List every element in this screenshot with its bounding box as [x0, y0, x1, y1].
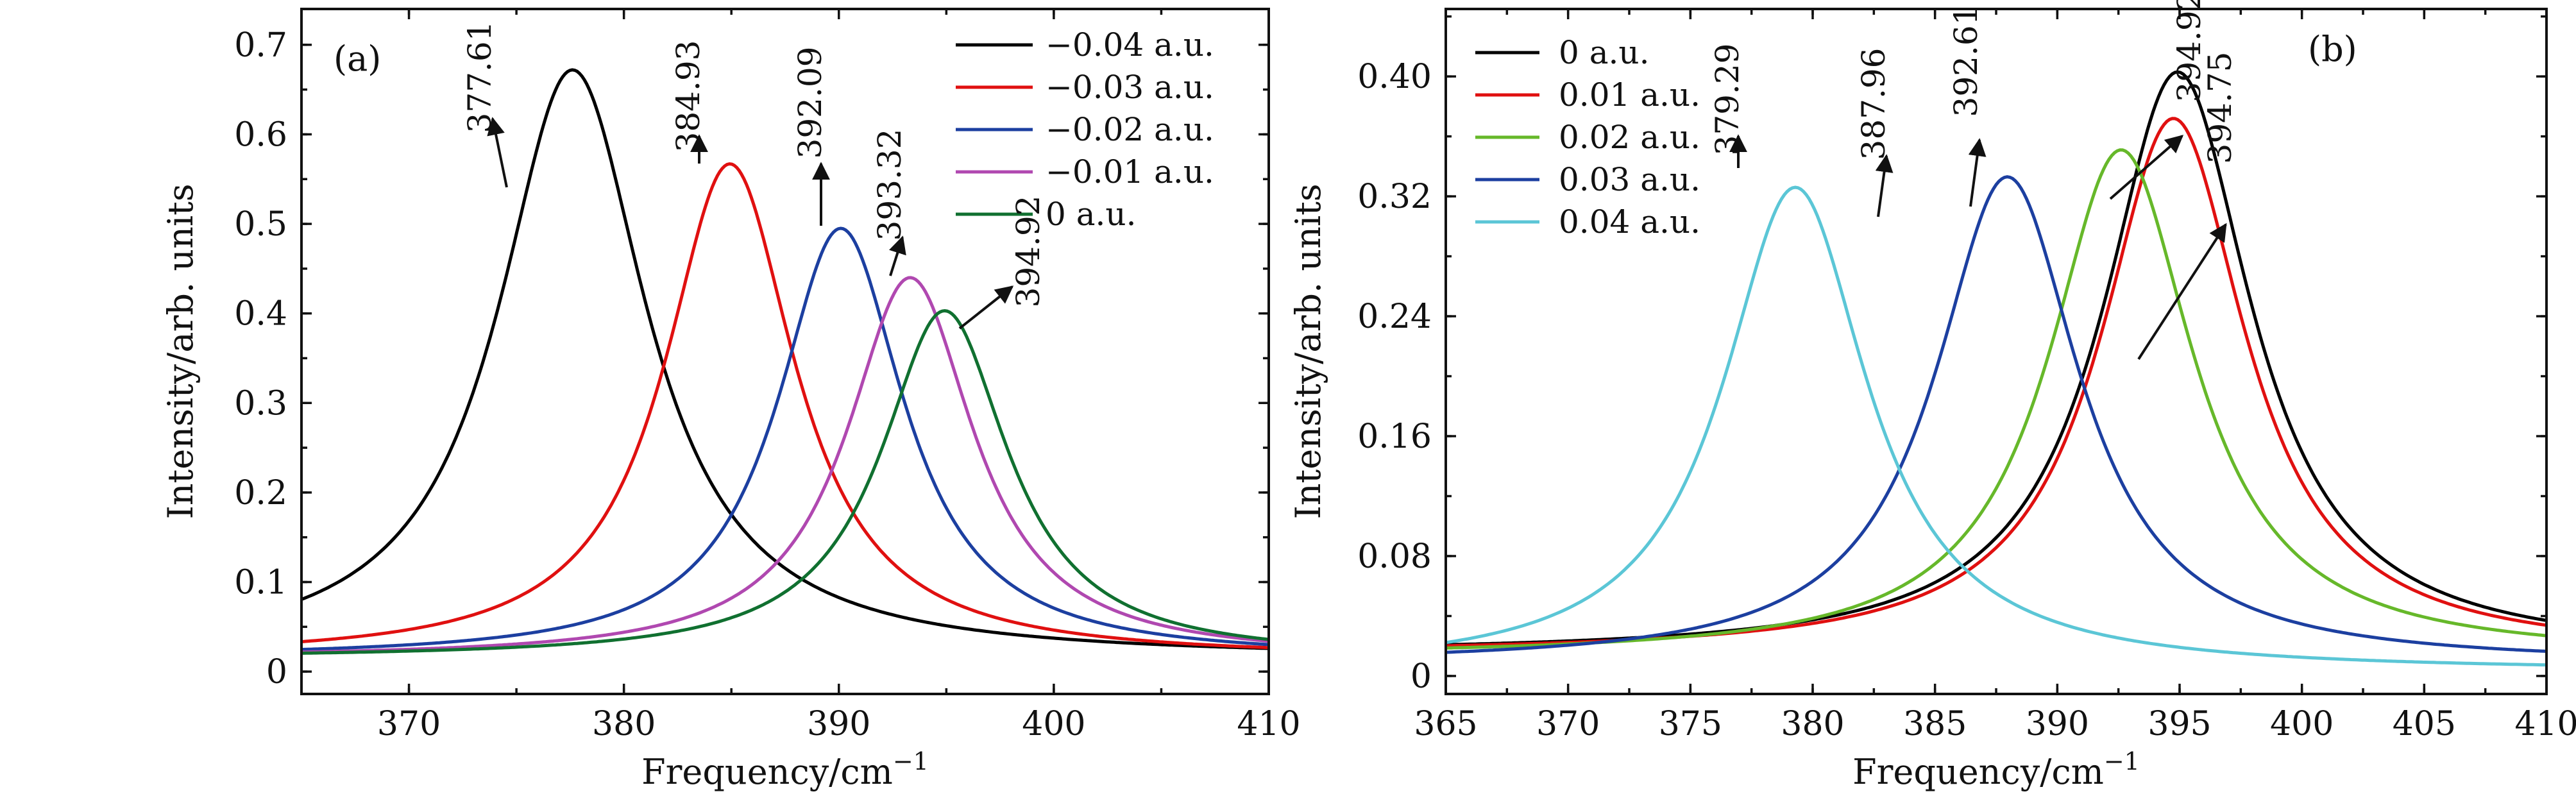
curves	[301, 68, 1269, 655]
series-line-2	[1446, 148, 2546, 650]
series-line-0	[301, 68, 1269, 650]
y-tick-label: 0.4	[234, 295, 287, 334]
legend-label-2: 0.02 a.u.	[1559, 119, 1700, 156]
x-tick-label: 390	[2026, 705, 2089, 743]
y-tick-label: 0.32	[1357, 178, 1432, 216]
x-tick-label: 410	[1237, 705, 1300, 743]
peak-label: 377.61	[461, 21, 498, 133]
x-tick-label: 400	[2270, 705, 2334, 743]
y-tick-label: 0.6	[234, 115, 287, 154]
y-tick-label: 0.40	[1357, 58, 1432, 96]
legend-label-3: 0.03 a.u.	[1559, 161, 1700, 198]
legend-label-0: −0.04 a.u.	[1046, 26, 1214, 63]
legend-label-0: 0 a.u.	[1559, 34, 1650, 71]
x-tick-label: 365	[1414, 705, 1477, 743]
x-tick-label: 390	[807, 705, 870, 743]
panel-b: 365 370 375 380 385 390 395 400 405 410 0 0.08 0.16 0…	[1288, 0, 2576, 792]
x-axis-label-superscript: −1	[893, 747, 929, 775]
y-tick-label: 0.7	[234, 26, 287, 65]
legend-label-1: −0.03 a.u.	[1046, 69, 1214, 106]
panel-tag: (b)	[2308, 29, 2357, 69]
y-tick-label: 0.1	[234, 563, 287, 602]
legend-label-2: −0.02 a.u.	[1046, 111, 1214, 148]
legend-label-3: −0.01 a.u.	[1046, 153, 1214, 190]
series-line-0	[1446, 70, 2546, 647]
legend: 0 a.u. 0.01 a.u. 0.02 a.u. 0.03 a.u. 0.04 a.…	[1475, 34, 1700, 241]
x-tick-label: 410	[2514, 705, 2576, 743]
x-axis-label-superscript: −1	[2104, 747, 2140, 775]
peak-label: 393.32	[871, 129, 908, 241]
peak-label: 394.75	[2201, 52, 2239, 164]
y-axis-label: Intensity/arb. units	[1288, 183, 1328, 519]
x-axis-label: Frequency/cm−1	[641, 747, 929, 792]
peak-label: 384.93	[670, 40, 707, 153]
series-line-4	[1446, 185, 2546, 667]
legend: −0.04 a.u. −0.03 a.u. −0.02 a.u. −0.01 a.u.…	[956, 26, 1214, 233]
series-line-1	[301, 162, 1269, 650]
peak-arrow	[487, 117, 508, 188]
y-tick-label: 0.08	[1357, 537, 1432, 576]
y-tick-label: 0.24	[1357, 298, 1432, 336]
series-line-3	[301, 276, 1269, 654]
x-tick-label: 370	[1536, 705, 1600, 743]
peak-arrow	[2137, 223, 2227, 360]
x-tick-label: 400	[1022, 705, 1085, 743]
peak-arrow	[2109, 135, 2184, 200]
peak-arrow	[1968, 138, 1987, 207]
peak-label: 394.92	[2171, 0, 2208, 102]
x-tick-label: 395	[2148, 705, 2211, 743]
y-tick-label: 0.3	[234, 384, 287, 423]
panel-a: 370 380 390 400 410 0 0.1 0.2 0.3 0.4 0.5 0.6 0.7 Fre…	[160, 8, 1301, 792]
x-tick-label: 370	[377, 705, 441, 743]
x-tick-label: 405	[2393, 705, 2456, 743]
y-tick-label: 0.16	[1357, 418, 1432, 456]
x-tick-label: 375	[1659, 705, 1722, 743]
peak-label: 392.61	[1947, 5, 1985, 117]
curves	[1446, 70, 2546, 667]
series-line-2	[301, 226, 1269, 652]
plot-frame	[300, 8, 1270, 695]
x-tick-label: 380	[592, 705, 656, 743]
x-axis-label: Frequency/cm−1	[1852, 747, 2140, 792]
series-line-4	[301, 309, 1269, 655]
peak-label: 387.96	[1855, 48, 1892, 160]
peak-label: 379.29	[1709, 44, 1746, 156]
legend-label-1: 0.01 a.u.	[1559, 76, 1700, 114]
peak-arrow	[889, 235, 906, 276]
y-tick-label: 0	[1411, 657, 1432, 696]
peak-label: 392.09	[792, 47, 829, 159]
x-tick-label: 385	[1903, 705, 1967, 743]
panel-tag: (a)	[334, 38, 381, 79]
peak-arrow	[1875, 154, 1894, 217]
legend-label-4: 0 a.u.	[1046, 196, 1137, 233]
y-tick-label: 0	[266, 653, 287, 691]
x-tick-label: 380	[1781, 705, 1844, 743]
y-axis-label: Intensity/arb. units	[160, 183, 201, 519]
y-tick-label: 0.2	[234, 474, 287, 512]
series-line-3	[1446, 175, 2546, 654]
peak-arrow	[958, 285, 1014, 330]
legend-label-4: 0.04 a.u.	[1559, 203, 1700, 241]
y-tick-label: 0.5	[234, 205, 287, 244]
peak-label: 394.92	[1010, 196, 1047, 308]
